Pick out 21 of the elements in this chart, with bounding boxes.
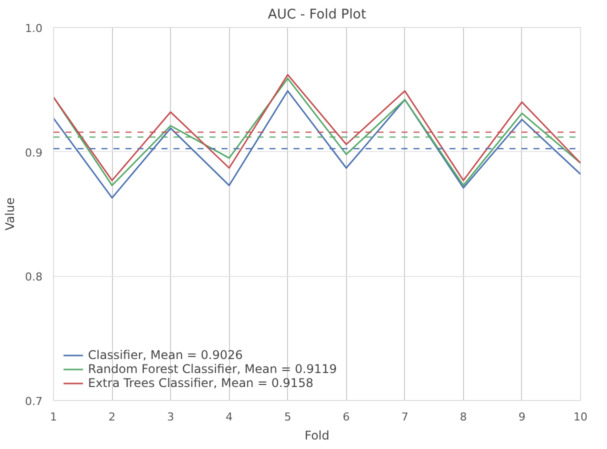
y-tick-label: 0.8: [25, 270, 43, 284]
x-tick-label: 3: [167, 410, 174, 424]
y-axis-title: Value: [3, 198, 18, 230]
x-axis-title: Fold: [304, 428, 330, 442]
chart-title: AUC - Fold Plot: [268, 8, 366, 22]
line-series: [54, 90, 580, 199]
x-tick-label: 4: [226, 410, 233, 424]
x-tick-label: 1: [50, 410, 57, 424]
y-tick-label: 1.0: [25, 22, 43, 35]
legend-label: Extra Trees Classifier, Mean = 0.9158: [88, 376, 314, 390]
legend-label: Classifier, Mean = 0.9026: [88, 348, 243, 362]
x-tick-label: 8: [460, 410, 467, 424]
x-tick-label: 9: [518, 410, 526, 424]
x-tick-label: 10: [574, 410, 588, 424]
y-tick-label: 0.9: [25, 146, 43, 160]
x-tick-label: 6: [342, 410, 350, 424]
x-tick-label: 7: [401, 410, 408, 424]
legend-label: Random Forest Classifier, Mean = 0.9119: [88, 362, 337, 376]
x-tick-label: 2: [108, 410, 116, 424]
y-tick-label: 0.7: [25, 395, 43, 408]
x-tick-label: 5: [284, 410, 292, 424]
